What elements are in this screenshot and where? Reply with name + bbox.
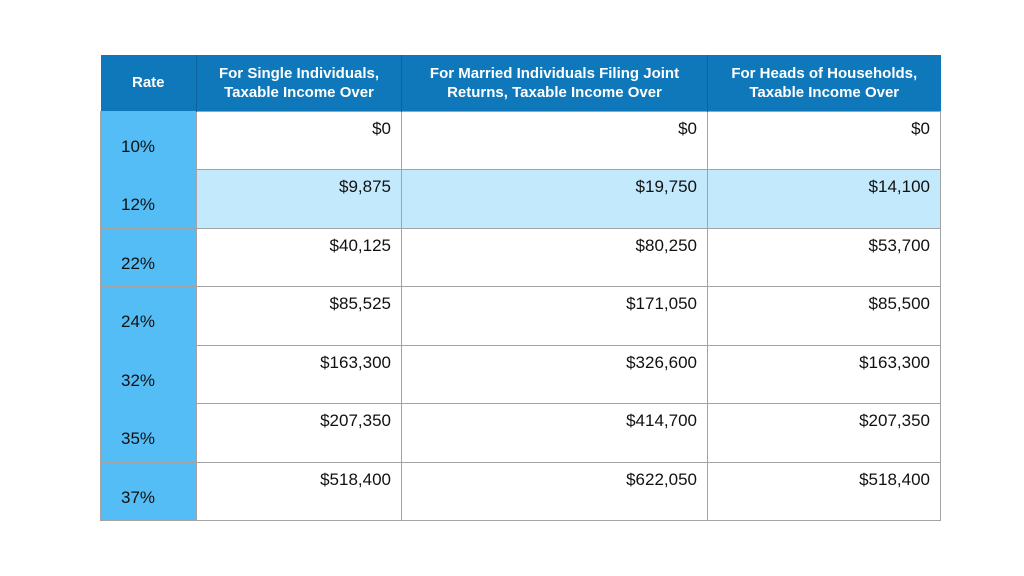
table-row: 35% $207,350 $414,700 $207,350 (100, 403, 941, 463)
rate-cell: 32% (100, 344, 197, 404)
table-row: 10% $0 $0 $0 (100, 110, 941, 170)
single-value-cell: $85,525 (196, 286, 402, 346)
single-value-cell: $518,400 (196, 461, 402, 521)
married-value-cell: $326,600 (401, 344, 708, 404)
rate-cell: 37% (100, 461, 197, 521)
header-row: Rate For Single Individuals, Taxable Inc… (100, 55, 941, 111)
rate-cell: 22% (100, 227, 197, 287)
single-value-cell: $0 (196, 110, 402, 170)
married-value-cell: $0 (401, 110, 708, 170)
heads-value-cell: $14,100 (707, 169, 941, 229)
heads-value-cell: $518,400 (707, 461, 941, 521)
table-row: 22% $40,125 $80,250 $53,700 (100, 227, 941, 287)
table-row: 32% $163,300 $326,600 $163,300 (100, 344, 941, 404)
column-header-rate: Rate (100, 55, 197, 111)
tax-brackets-table: Rate For Single Individuals, Taxable Inc… (100, 55, 941, 521)
married-value-cell: $414,700 (401, 403, 708, 463)
heads-value-cell: $0 (707, 110, 941, 170)
married-value-cell: $80,250 (401, 227, 708, 287)
column-header-rate-label: Rate (131, 74, 165, 92)
column-header-heads: For Heads of Households, Taxable Income … (707, 55, 941, 111)
column-header-single: For Single Individuals, Taxable Income O… (196, 55, 402, 111)
married-value-cell: $171,050 (401, 286, 708, 346)
table-row: 12% $9,875 $19,750 $14,100 (100, 169, 941, 229)
heads-value-cell: $53,700 (707, 227, 941, 287)
rate-cell: 10% (100, 110, 197, 170)
tax-brackets-grid: Rate For Single Individuals, Taxable Inc… (100, 55, 941, 521)
column-header-married: For Married Individuals Filing Joint Ret… (401, 55, 708, 111)
single-value-cell: $40,125 (196, 227, 402, 287)
single-value-cell: $9,875 (196, 169, 402, 229)
table-row: 24% $85,525 $171,050 $85,500 (100, 286, 941, 346)
single-value-cell: $207,350 (196, 403, 402, 463)
married-value-cell: $19,750 (401, 169, 708, 229)
heads-value-cell: $207,350 (707, 403, 941, 463)
rate-cell: 24% (100, 286, 197, 346)
married-value-cell: $622,050 (401, 461, 708, 521)
heads-value-cell: $163,300 (707, 344, 941, 404)
rate-cell: 35% (100, 403, 197, 463)
rate-cell: 12% (100, 169, 197, 229)
heads-value-cell: $85,500 (707, 286, 941, 346)
table-row: 37% $518,400 $622,050 $518,400 (100, 461, 941, 521)
single-value-cell: $163,300 (196, 344, 402, 404)
